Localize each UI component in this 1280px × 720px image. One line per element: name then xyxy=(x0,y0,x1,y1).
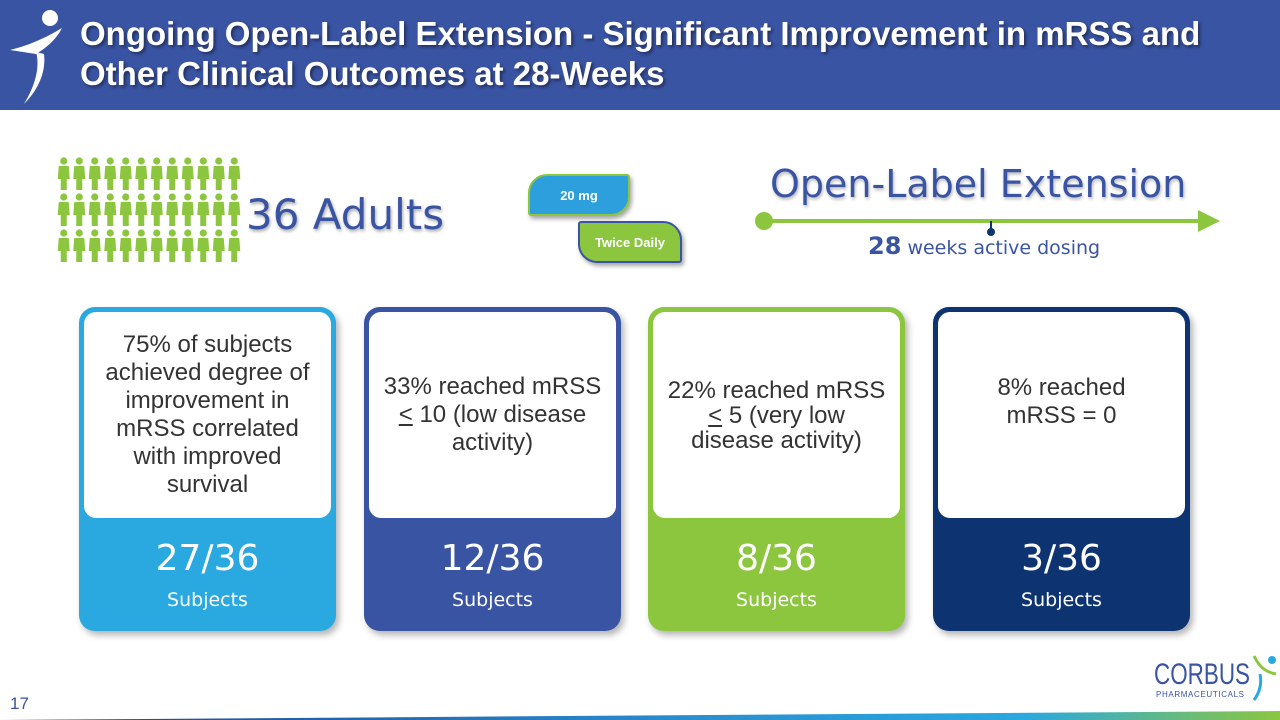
outcome-card-3-panel: 22% reached mRSS < 5 (very low disease a… xyxy=(653,312,900,518)
person-icon xyxy=(197,193,210,226)
person-icon xyxy=(104,157,117,190)
person-icon xyxy=(57,157,70,190)
person-icon xyxy=(88,229,101,262)
person-icon xyxy=(197,229,210,262)
person-icon xyxy=(150,229,163,262)
outcome-card-2-panel: 33% reached mRSS < 10 (low disease activ… xyxy=(369,312,616,518)
page-title: Ongoing Open-Label Extension - Significa… xyxy=(80,15,1201,92)
outcome-card-4-unit: Subjects xyxy=(1021,589,1102,611)
corbus-logo: CORBUS PHARMACEUTICALS xyxy=(1154,655,1277,701)
frequency-pill: Twice Daily xyxy=(578,221,682,263)
outcome-card-1-panel: 75% of subjects achieved degree of impro… xyxy=(84,312,331,518)
person-icon xyxy=(57,193,70,226)
timeline-arrow xyxy=(755,210,1220,236)
person-icon xyxy=(135,193,148,226)
person-icon xyxy=(181,229,194,262)
person-icon xyxy=(181,193,194,226)
outcome-card-2-description: 33% reached mRSS < 10 (low disease activ… xyxy=(383,373,602,456)
outcome-card-1-value: 27/36 xyxy=(155,538,260,579)
outcome-card-3-value: 8/36 xyxy=(736,538,817,579)
person-icon xyxy=(166,157,179,190)
outcome-card-2-unit: Subjects xyxy=(452,589,533,611)
runner-logo-icon xyxy=(10,10,62,104)
person-icon xyxy=(104,229,117,262)
outcome-card-3-unit: Subjects xyxy=(736,589,817,611)
person-icon xyxy=(212,193,225,226)
person-icon xyxy=(166,229,179,262)
weeks-text: weeks active dosing xyxy=(907,237,1101,259)
outcome-card-1: 75% of subjects achieved degree of impro… xyxy=(79,307,336,631)
extension-title: Open-Label Extension xyxy=(770,162,1187,206)
person-icon xyxy=(135,157,148,190)
footer-gradient-bar xyxy=(0,711,1280,720)
person-icon xyxy=(181,157,194,190)
weeks-number: 28 xyxy=(868,232,902,260)
outcome-card-3: 22% reached mRSS < 5 (very low disease a… xyxy=(648,307,905,631)
person-icon xyxy=(119,193,132,226)
person-icon xyxy=(73,229,86,262)
person-icon xyxy=(57,229,70,262)
person-icon xyxy=(73,157,86,190)
slide-number: 17 xyxy=(10,694,29,713)
person-icon xyxy=(119,229,132,262)
outcome-card-1-description: 75% of subjects achieved degree of impro… xyxy=(105,331,310,498)
person-icon xyxy=(228,157,241,190)
person-icon xyxy=(104,193,117,226)
outcome-card-2: 33% reached mRSS < 10 (low disease activ… xyxy=(364,307,621,631)
outcome-card-2-value: 12/36 xyxy=(440,538,545,579)
title-banner: Ongoing Open-Label Extension - Significa… xyxy=(0,0,1280,110)
person-icon xyxy=(228,193,241,226)
outcome-card-1-unit: Subjects xyxy=(167,589,248,611)
corbus-logo-name: CORBUS xyxy=(1154,658,1250,691)
person-icon xyxy=(73,193,86,226)
outcome-card-3-description: 22% reached mRSS < 5 (very low disease a… xyxy=(667,376,886,454)
dose-pill: 20 mg xyxy=(528,174,630,216)
outcome-card-4-value: 3/36 xyxy=(1021,538,1102,579)
adults-count-label: 36 Adults xyxy=(246,190,445,239)
person-icon xyxy=(212,229,225,262)
person-icon xyxy=(228,229,241,262)
adults-people-icon xyxy=(57,157,241,262)
person-icon xyxy=(88,193,101,226)
person-icon xyxy=(150,193,163,226)
person-icon xyxy=(135,229,148,262)
corbus-logo-tagline: PHARMACEUTICALS xyxy=(1156,690,1244,699)
person-icon xyxy=(212,157,225,190)
person-icon xyxy=(88,157,101,190)
weeks-dosing-label: 28 weeks active dosing xyxy=(868,232,1100,260)
outcome-card-4-panel: 8% reached mRSS = 0 xyxy=(938,312,1185,518)
outcome-card-4: 8% reached mRSS = 0 3/36 Subjects xyxy=(933,307,1190,631)
person-icon xyxy=(150,157,163,190)
person-icon xyxy=(119,157,132,190)
outcome-card-4-description: 8% reached mRSS = 0 xyxy=(997,374,1126,429)
person-icon xyxy=(197,157,210,190)
person-icon xyxy=(166,193,179,226)
